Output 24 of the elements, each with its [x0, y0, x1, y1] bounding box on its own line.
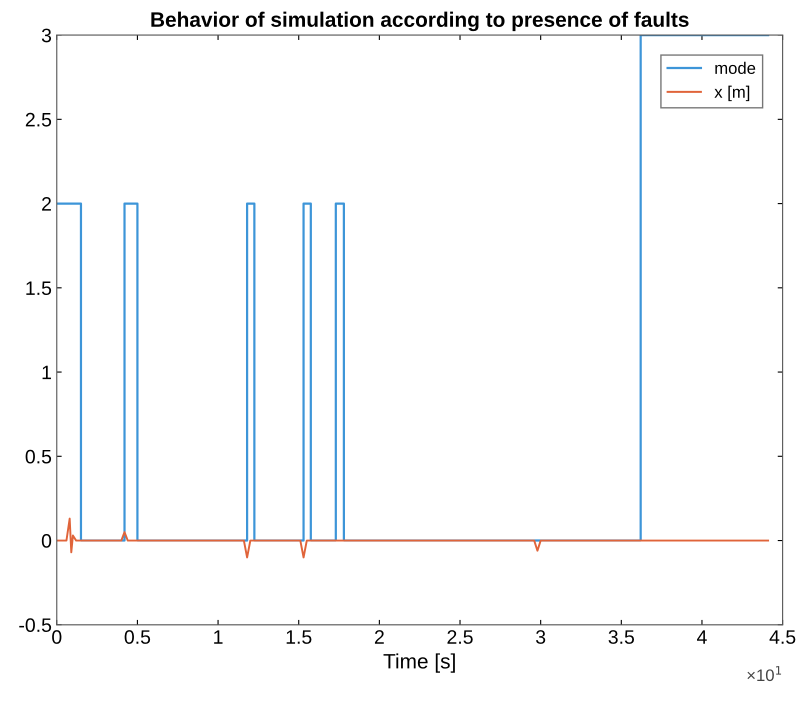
chart-title: Behavior of simulation according to presence of faults — [151, 12, 689, 32]
x-tick-label: 2 — [374, 630, 384, 644]
y-tick-label: 3 — [42, 28, 52, 42]
y-tick-label: -0.5 — [19, 618, 52, 632]
y-tick-label: 0 — [42, 534, 52, 548]
x-tick-label: 4 — [697, 630, 707, 644]
x-tick-label: 3.5 — [608, 630, 634, 644]
y-tick-label: 1 — [42, 366, 51, 380]
x-tick-label: 3 — [536, 630, 546, 644]
y-tick-label: 2.5 — [26, 112, 52, 127]
legend-label: mode — [715, 62, 756, 74]
x-tick-label: 0 — [52, 630, 62, 644]
x-tick-label: 4.5 — [770, 630, 796, 644]
x-tick-label: 1 — [214, 630, 223, 644]
x-tick-label: 1.5 — [286, 630, 312, 644]
y-tick-label: 1.5 — [26, 281, 52, 296]
y-tick-label: 2 — [42, 197, 51, 211]
line-series — [56, 518, 770, 558]
x-tick-label: 2.5 — [447, 630, 473, 644]
x-axis-title: Time [s] — [384, 653, 455, 673]
legend-label: x [m] — [714, 86, 750, 102]
text: ×10$^{1}$ — [747, 666, 782, 682]
y-tick-label: 0.5 — [26, 450, 52, 464]
x-tick-label: 0.5 — [124, 630, 150, 644]
